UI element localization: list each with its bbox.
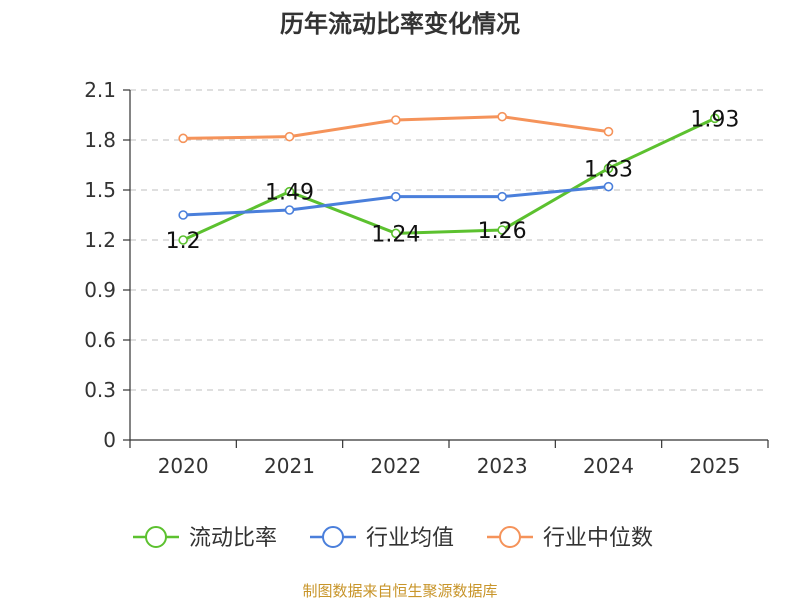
x-tick-label: 2020 <box>158 454 209 478</box>
data-point <box>178 210 188 220</box>
y-tick-label: 0.9 <box>84 278 116 302</box>
data-point <box>391 115 401 125</box>
y-tick-label: 1.8 <box>84 128 116 152</box>
data-label: 1.26 <box>478 219 527 244</box>
axes <box>129 90 768 441</box>
legend-marker <box>499 526 521 548</box>
data-point <box>497 191 507 202</box>
data-point <box>497 111 507 122</box>
y-tick-label: 0 <box>103 428 116 452</box>
data-point <box>284 186 295 197</box>
data-point <box>391 191 401 202</box>
data-point <box>603 126 614 137</box>
data-point <box>497 225 507 235</box>
data-point <box>284 131 295 142</box>
x-tick-label: 2024 <box>583 454 634 478</box>
data-point <box>391 228 401 239</box>
chart-title: 历年流动比率变化情况 <box>280 10 520 38</box>
legend[interactable]: 流动比率 行业均值 行业中位数 <box>133 526 653 551</box>
legend-item[interactable]: 流动比率 <box>133 526 277 551</box>
legend-marker <box>145 526 167 548</box>
legend-item[interactable]: 行业均值 <box>310 526 454 551</box>
data-label: 1.63 <box>584 157 633 182</box>
y-tick-label: 0.6 <box>84 328 116 352</box>
legend-item[interactable]: 行业中位数 <box>487 526 653 551</box>
data-point <box>603 163 614 174</box>
data-label: 1.2 <box>166 229 201 254</box>
data-point <box>603 181 614 192</box>
y-tick-label: 1.2 <box>84 228 116 252</box>
legend-label: 流动比率 <box>189 526 277 551</box>
y-tick-label: 2.1 <box>84 78 116 102</box>
x-tick-label: 2025 <box>689 454 740 478</box>
data-label: 1.93 <box>690 107 739 132</box>
grid-lines <box>130 89 768 391</box>
data-labels: 1.2 1.49 1.24 1.26 1.63 1.93 <box>166 107 740 254</box>
y-axis-ticks: 0 0.3 0.6 0.9 1.2 1.5 1.8 2.1 <box>84 78 130 452</box>
x-tick-label: 2021 <box>264 454 315 478</box>
y-tick-label: 1.5 <box>84 178 116 202</box>
x-tick-label: 2022 <box>370 454 421 478</box>
series-group <box>178 111 720 245</box>
data-point <box>284 205 295 215</box>
series-line-0 <box>182 116 716 242</box>
data-label: 1.49 <box>265 181 314 206</box>
data-point <box>178 133 188 144</box>
data-label: 1.24 <box>371 222 420 247</box>
data-point <box>710 113 720 124</box>
x-tick-label: 2023 <box>477 454 528 478</box>
source-note: 制图数据来自恒生聚源数据库 <box>302 582 497 600</box>
legend-label: 行业中位数 <box>543 526 653 551</box>
legend-marker <box>322 526 344 548</box>
y-tick-label: 0.3 <box>84 378 116 402</box>
data-point <box>178 235 188 245</box>
legend-label: 行业均值 <box>366 526 454 551</box>
x-axis-ticks: 2020 2021 2022 2023 2024 2025 <box>129 440 769 478</box>
